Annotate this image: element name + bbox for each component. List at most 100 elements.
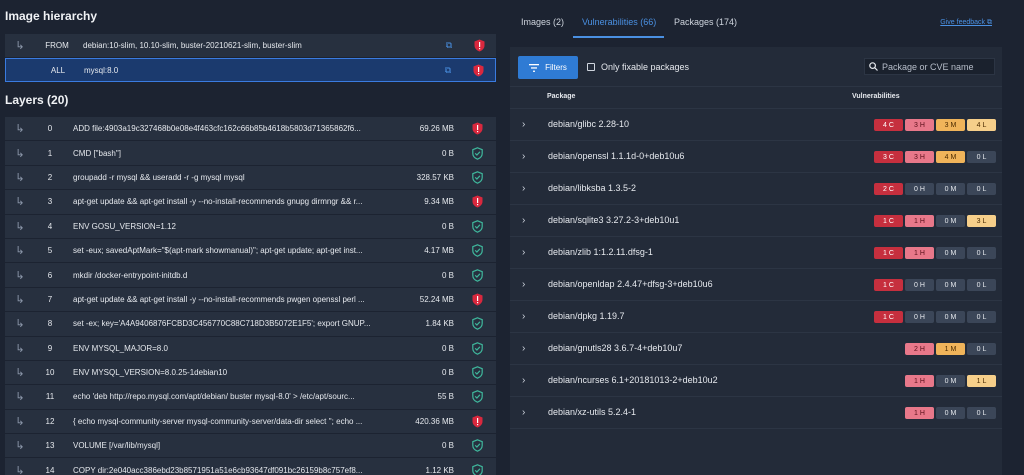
- tab-images[interactable]: Images (2): [521, 17, 565, 27]
- external-link-icon[interactable]: ⧉: [444, 64, 452, 75]
- layer-row[interactable]: ↳ 9 ENV MYSQL_MAJOR=8.0 0 B: [5, 336, 496, 361]
- vulnerable-shield-icon: [462, 39, 496, 52]
- layer-index: 10: [45, 368, 55, 378]
- layer-row[interactable]: ↳ 2 groupadd -r mysql && useradd -r -g mys…: [5, 165, 496, 191]
- layer-row[interactable]: ↳ 5 set -eux; savedAptMark="$(apt-mark sho…: [5, 238, 496, 264]
- column-vulnerabilities: Vulnerabilities: [852, 93, 900, 100]
- layer-row[interactable]: ↳ 13 VOLUME [/var/lib/mysql] 0 B: [5, 434, 496, 459]
- package-name: debian/openssl 1.1.1d-0+deb10u6: [548, 151, 685, 161]
- layer-command: set -eux; savedAptMark="$(apt-mark showm…: [73, 246, 363, 256]
- low-count-badge: 0 L: [967, 343, 996, 355]
- only-fixable-label: Only fixable packages: [601, 62, 690, 72]
- layer-row[interactable]: ↳ 6 mkdir /docker-entrypoint-initdb.d 0 B: [5, 263, 496, 288]
- low-count-badge: 1 L: [967, 375, 996, 387]
- layer-index: 0: [47, 124, 53, 134]
- chevron-right-icon[interactable]: ›: [522, 151, 526, 162]
- layer-size: 4.17 MB: [424, 246, 454, 256]
- layer-index: 13: [45, 441, 55, 451]
- layer-command: ENV MYSQL_MAJOR=8.0: [73, 343, 168, 353]
- layer-row[interactable]: ↳ 0 ADD file:4903a19c327468b0e08e4f463cfc1…: [5, 117, 496, 142]
- package-name: debian/libksba 1.3.5-2: [548, 183, 637, 193]
- layer-row[interactable]: ↳ 3 apt-get update && apt-get install -y -…: [5, 190, 496, 215]
- filters-label: Filters: [545, 63, 567, 72]
- layer-size: 1.84 KB: [425, 319, 454, 329]
- chevron-right-icon[interactable]: ›: [522, 343, 526, 354]
- layer-row[interactable]: ↳ 10 ENV MYSQL_VERSION=8.0.25-1debian10 0 B: [5, 360, 496, 386]
- package-name: debian/dpkg 1.19.7: [548, 311, 625, 321]
- layer-row[interactable]: ↳ 1 CMD ["bash"] 0 B: [5, 141, 496, 166]
- secure-shield-icon: [458, 219, 496, 233]
- layer-index: 4: [47, 221, 53, 231]
- layer-command: ENV GOSU_VERSION=1.12: [73, 221, 176, 231]
- layer-row[interactable]: ↳ 7 apt-get update && apt-get install -y -…: [5, 287, 496, 313]
- layer-command: ADD file:4903a19c327468b0e08e4f463cfc162…: [73, 124, 361, 134]
- chevron-right-icon[interactable]: ›: [522, 119, 526, 130]
- secure-shield-icon: [458, 390, 496, 404]
- high-count-badge: 1 H: [905, 407, 934, 419]
- package-row[interactable]: › debian/ncurses 6.1+20181013-2+deb10u2 1 …: [510, 365, 1002, 397]
- high-count-badge: 1 H: [905, 215, 934, 227]
- layer-row[interactable]: ↳ 8 set -ex; key='A4A9406876FCBD3C456770C8…: [5, 312, 496, 337]
- hierarchy-row-all[interactable]: ALL mysql:8.0 ⧉: [5, 58, 496, 82]
- layer-size: 0 B: [441, 368, 454, 378]
- secure-shield-icon: [458, 244, 496, 257]
- chevron-right-icon[interactable]: ›: [522, 215, 526, 226]
- package-name: debian/zlib 1:1.2.11.dfsg-1: [548, 247, 653, 257]
- filters-button[interactable]: Filters: [518, 56, 578, 79]
- layer-index: 2: [47, 172, 53, 182]
- chevron-right-icon[interactable]: ›: [522, 183, 526, 194]
- filter-icon: [529, 63, 540, 72]
- package-row[interactable]: › debian/openldap 2.4.47+dfsg-3+deb10u6 1 …: [510, 269, 1002, 301]
- active-tab-indicator: [573, 36, 664, 38]
- layer-index: 11: [45, 392, 55, 402]
- child-arrow-icon: ↳: [15, 464, 25, 475]
- chevron-right-icon[interactable]: ›: [522, 247, 526, 258]
- high-count-badge: 2 H: [905, 343, 934, 355]
- tab-packages[interactable]: Packages (174): [674, 17, 738, 27]
- package-name: debian/openldap 2.4.47+dfsg-3+deb10u6: [548, 279, 713, 289]
- layer-row[interactable]: ↳ 11 echo 'deb http://repo.mysql.com/apt/d…: [5, 385, 496, 410]
- give-feedback-link[interactable]: Give feedback ⧉: [940, 19, 992, 27]
- layer-row[interactable]: ↳ 14 COPY dir:2e040acc386ebd23b8571951a51e…: [5, 458, 496, 475]
- layer-row[interactable]: ↳ 12 { echo mysql-community-server mysql-c…: [5, 409, 496, 435]
- layer-index: 5: [47, 246, 53, 256]
- critical-count-badge: 4 C: [874, 119, 903, 131]
- layer-size: 0 B: [441, 343, 454, 353]
- medium-count-badge: 4 M: [936, 151, 965, 163]
- tab-vulnerabilities[interactable]: Vulnerabilities (66): [582, 17, 657, 27]
- chevron-right-icon[interactable]: ›: [522, 279, 526, 290]
- hierarchy-kind: FROM: [45, 41, 69, 50]
- layer-command: mkdir /docker-entrypoint-initdb.d: [73, 270, 188, 280]
- layer-row[interactable]: ↳ 4 ENV GOSU_VERSION=1.12 0 B: [5, 214, 496, 239]
- layer-command: groupadd -r mysql && useradd -r -g mysql…: [73, 172, 245, 182]
- layer-size: 0 B: [441, 441, 454, 451]
- layer-size: 328.57 KB: [416, 172, 454, 182]
- external-link-icon[interactable]: ⧉: [445, 40, 453, 50]
- child-arrow-icon: ↳: [15, 147, 25, 160]
- only-fixable-checkbox[interactable]: [587, 63, 595, 71]
- chevron-right-icon[interactable]: ›: [522, 375, 526, 386]
- layer-index: 12: [45, 416, 55, 426]
- hierarchy-row-from[interactable]: ↳ FROM debian:10-slim, 10.10-slim, buste…: [5, 34, 496, 58]
- critical-count-badge: 1 C: [874, 311, 903, 323]
- layer-index: 3: [47, 197, 53, 207]
- critical-count-badge: 1 C: [874, 215, 903, 227]
- medium-count-badge: 0 M: [936, 279, 965, 291]
- medium-count-badge: 0 M: [936, 311, 965, 323]
- table-header: Package Vulnerabilities: [510, 87, 1002, 109]
- chevron-right-icon[interactable]: ›: [522, 407, 526, 418]
- search-input[interactable]: [882, 61, 992, 72]
- chevron-right-icon[interactable]: ›: [522, 311, 526, 322]
- secure-shield-icon: [458, 317, 496, 331]
